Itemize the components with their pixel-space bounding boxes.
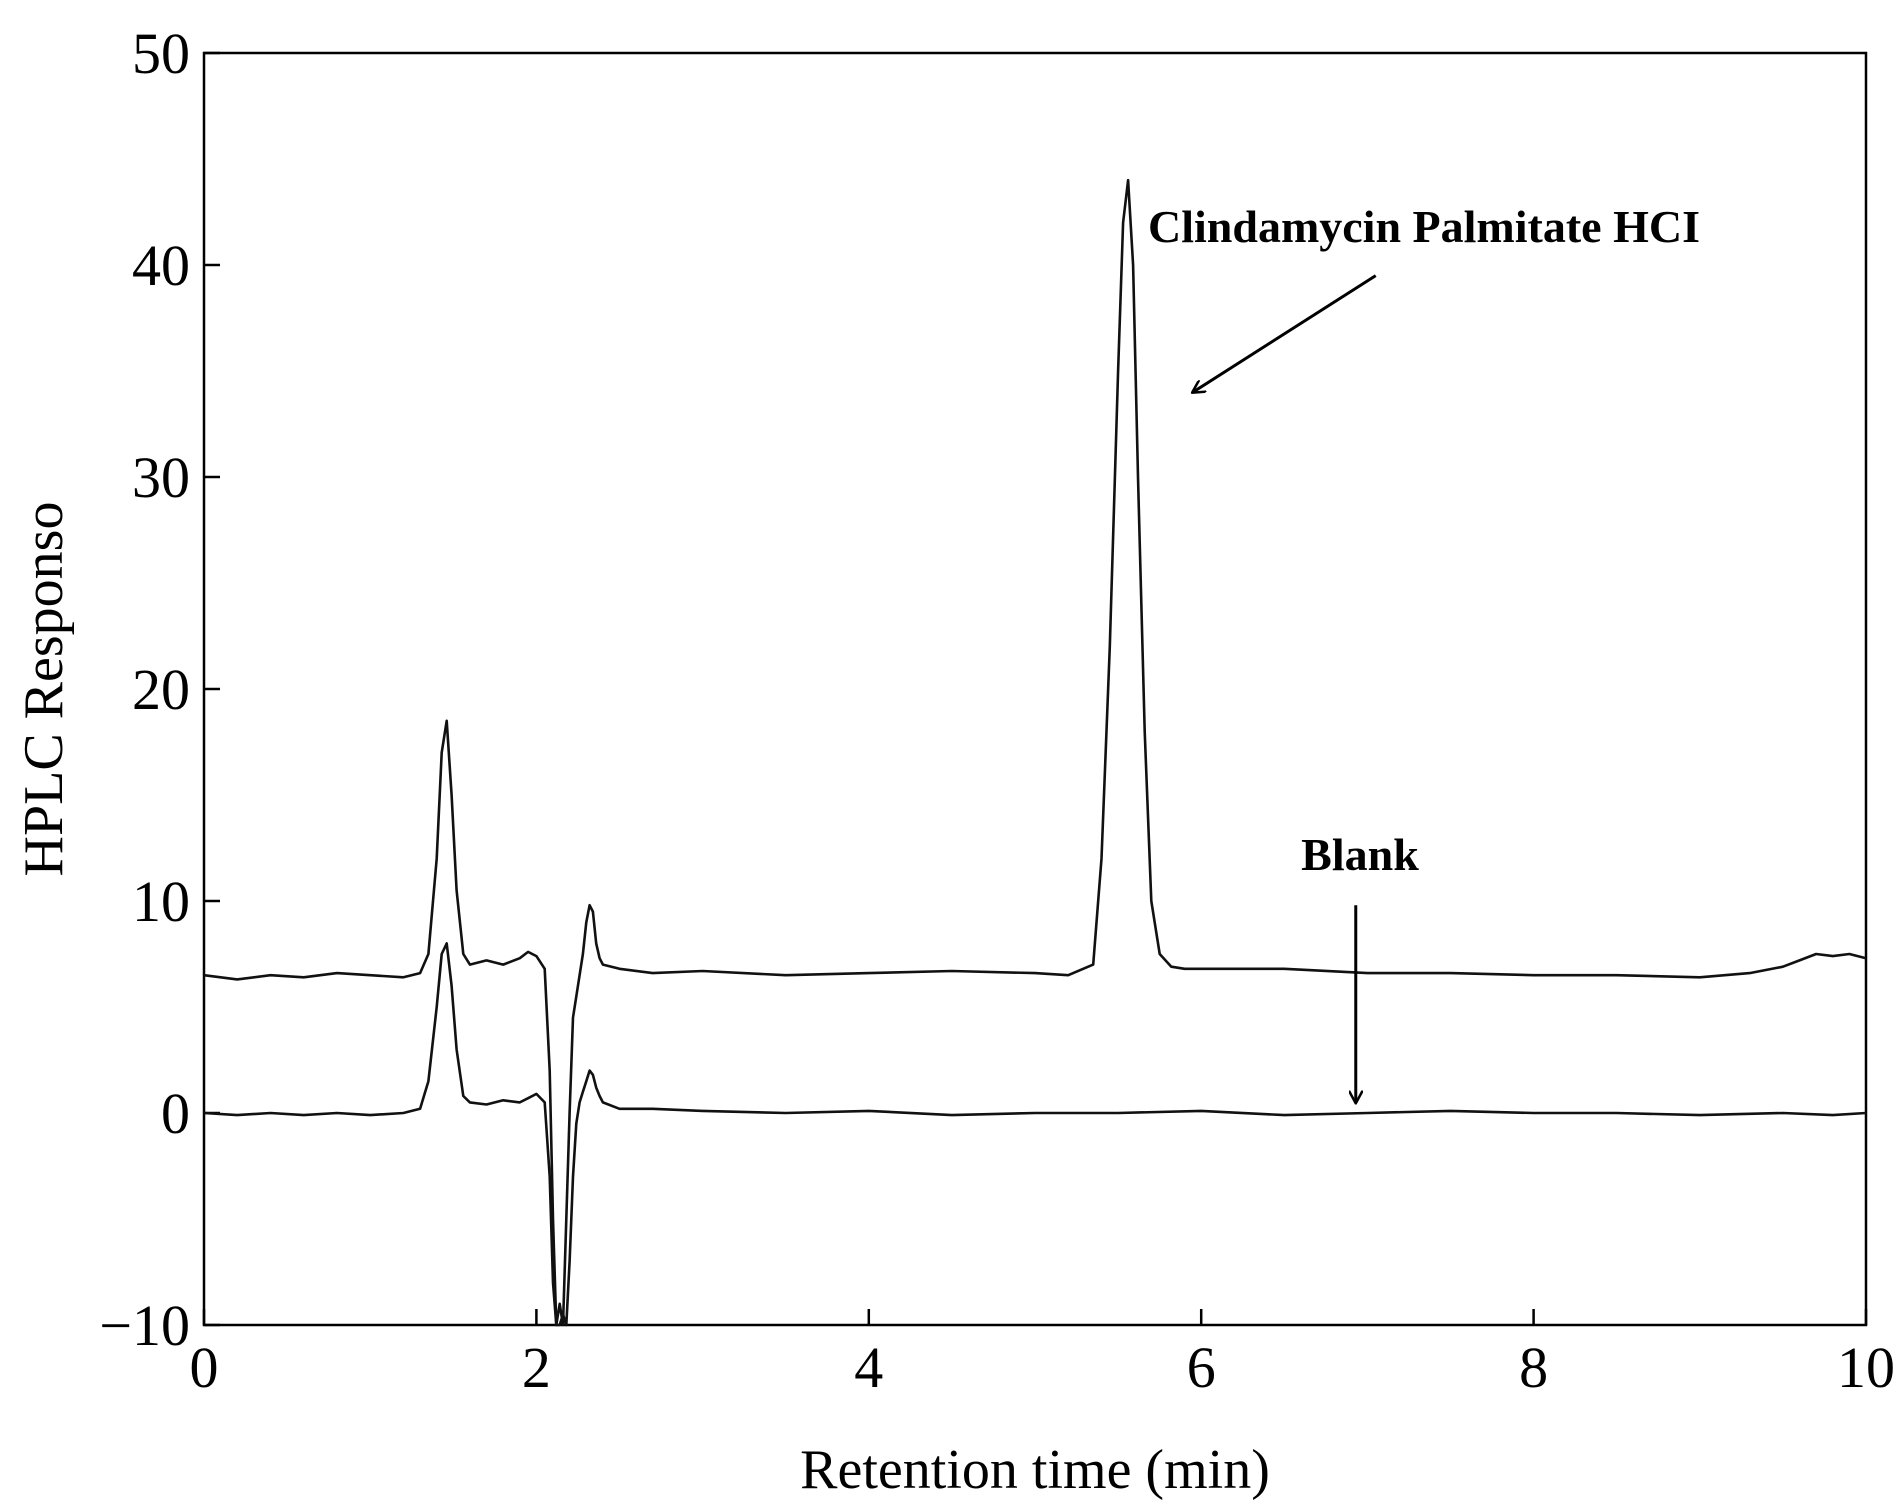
annotation-arrow bbox=[1193, 274, 1377, 393]
y-axis-title: HPLC Responso bbox=[13, 502, 75, 877]
y-tick-label: −10 bbox=[99, 1293, 190, 1358]
y-tick-label: 30 bbox=[132, 445, 190, 510]
y-tick-label: 40 bbox=[132, 233, 190, 298]
x-tick-label: 0 bbox=[190, 1335, 219, 1400]
x-tick-label: 10 bbox=[1837, 1335, 1895, 1400]
annotation-group: Clindamycin Palmitate HCI Blank bbox=[1148, 201, 1700, 1102]
x-tick-label: 8 bbox=[1519, 1335, 1548, 1400]
trace-sample bbox=[203, 178, 1867, 1327]
annotation-label: Blank bbox=[1301, 829, 1419, 880]
y-tick-label: 50 bbox=[132, 21, 190, 86]
x-axis-title: Retention time (min) bbox=[800, 1439, 1270, 1501]
x-axis-ticks: 0 2 4 6 8 10 bbox=[190, 1309, 1895, 1400]
trace-blank bbox=[203, 942, 1867, 1327]
y-tick-label: 10 bbox=[132, 869, 190, 934]
x-tick-label: 6 bbox=[1187, 1335, 1216, 1400]
trace-group bbox=[203, 178, 1867, 1327]
y-tick-label: 20 bbox=[132, 657, 190, 722]
y-tick-label: 0 bbox=[161, 1081, 190, 1146]
x-tick-label: 4 bbox=[854, 1335, 883, 1400]
y-axis-ticks: −10 0 10 20 30 40 50 bbox=[99, 21, 220, 1358]
x-tick-label: 2 bbox=[522, 1335, 551, 1400]
annotation-label: Clindamycin Palmitate HCI bbox=[1148, 201, 1700, 252]
